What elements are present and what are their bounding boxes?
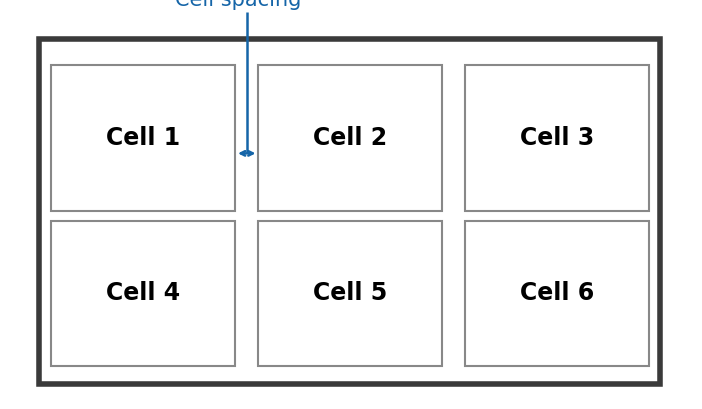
Text: Cell 2: Cell 2 <box>313 126 388 150</box>
Bar <box>51 65 235 211</box>
Bar <box>51 221 235 366</box>
Bar <box>258 65 442 211</box>
Text: Cell spacing: Cell spacing <box>176 0 302 10</box>
Bar <box>258 221 442 366</box>
Text: Cell 4: Cell 4 <box>106 281 180 306</box>
Text: Cell 3: Cell 3 <box>520 126 595 150</box>
Text: Cell 6: Cell 6 <box>520 281 595 306</box>
Bar <box>465 65 649 211</box>
Bar <box>465 221 649 366</box>
Text: Cell 1: Cell 1 <box>106 126 180 150</box>
Bar <box>39 39 660 384</box>
Text: Cell 5: Cell 5 <box>313 281 388 306</box>
